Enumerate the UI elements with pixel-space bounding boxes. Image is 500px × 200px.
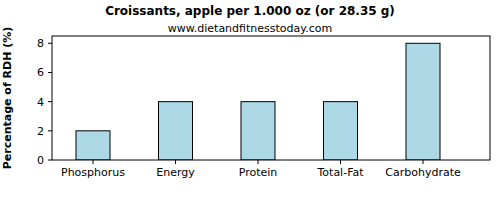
chart-container: Croissants, apple per 1.000 oz (or 28.35… xyxy=(0,0,500,200)
title: Croissants, apple per 1.000 oz (or 28.35… xyxy=(105,4,395,18)
bar xyxy=(159,102,193,160)
x-tick-label: Total-Fat xyxy=(316,166,364,179)
x-tick xyxy=(423,160,424,164)
y-tick-label: 6 xyxy=(37,66,44,79)
x-tick xyxy=(340,160,341,164)
y-tick xyxy=(48,43,52,44)
x-tick-label: Phosphorus xyxy=(61,166,125,179)
y-tick xyxy=(48,101,52,102)
x-tick-label: Energy xyxy=(156,166,195,179)
x-tick xyxy=(175,160,176,164)
bar xyxy=(76,131,110,160)
bars xyxy=(76,43,440,160)
bar xyxy=(241,102,275,160)
bar xyxy=(324,102,358,160)
subtitle: www.dietandfitnesstoday.com xyxy=(168,22,332,35)
y-tick-label: 8 xyxy=(37,37,44,50)
x-tick xyxy=(258,160,259,164)
y-tick xyxy=(48,72,52,73)
y-tick-label: 4 xyxy=(37,96,44,109)
plot-frame xyxy=(52,36,490,160)
y-tick-label: 2 xyxy=(37,125,44,138)
y-tick-label: 0 xyxy=(37,154,44,167)
x-tick-label: Protein xyxy=(239,166,278,179)
background xyxy=(0,0,500,200)
y-axis-label: Percentage of RDH (%) xyxy=(1,27,14,170)
y-tick xyxy=(48,130,52,131)
x-tick-label: Carbohydrate xyxy=(385,166,461,179)
chart-svg: Croissants, apple per 1.000 oz (or 28.35… xyxy=(0,0,500,200)
y-tick xyxy=(48,160,52,161)
bar xyxy=(406,43,440,160)
x-tick xyxy=(93,160,94,164)
